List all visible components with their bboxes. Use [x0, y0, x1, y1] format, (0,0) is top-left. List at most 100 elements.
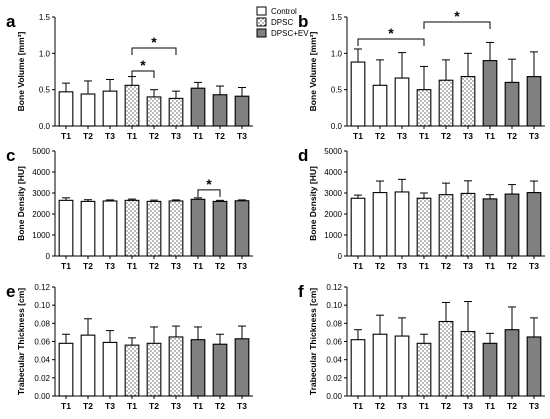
legend-swatch	[256, 28, 267, 38]
significance-star: *	[140, 57, 146, 73]
panel-f: f 0.00 0.02 0.04 0.06 0.08 0.10 0.12 Trabecular …	[298, 282, 545, 411]
bar	[350, 61, 366, 127]
y-tick-label: 1000	[324, 231, 342, 240]
y-tick-label: 4000	[324, 168, 342, 177]
y-tick-label: 3000	[324, 189, 342, 198]
panel-letter: d	[298, 146, 308, 165]
bar	[460, 192, 476, 257]
panel-d: d 0 1000 2000 3000 4000 5000 Bone Density [HU] T…	[298, 146, 545, 271]
bar	[394, 191, 410, 257]
y-tick-label: 0.10	[34, 301, 50, 310]
bar	[482, 198, 498, 257]
y-tick-label: 1.0	[39, 49, 51, 58]
y-tick-label: 1.5	[331, 13, 343, 22]
bar	[460, 330, 476, 397]
y-tick-label: 2000	[32, 210, 50, 219]
significance-star: *	[388, 25, 394, 41]
bar	[168, 200, 184, 257]
bar	[526, 192, 542, 257]
legend-label: DPSC+EV	[271, 29, 309, 38]
y-tick-label: 0.04	[34, 356, 50, 365]
bar	[212, 94, 228, 127]
x-tick-label: T3	[463, 261, 473, 271]
y-axis-label: Trabecular Thickness [cm]	[308, 288, 318, 395]
y-axis-label: Bone Volume [mm³]	[16, 32, 26, 112]
x-tick-label: T3	[171, 401, 181, 411]
bar	[212, 200, 228, 257]
bar	[190, 339, 206, 397]
bar	[482, 342, 498, 397]
y-tick-label: 0.5	[39, 86, 51, 95]
significance-bracket	[357, 38, 425, 46]
y-tick-label: 2000	[324, 210, 342, 219]
significance-star: *	[206, 176, 212, 192]
panel-letter: a	[6, 12, 16, 31]
bar	[350, 197, 366, 257]
bar	[234, 338, 250, 397]
y-tick-label: 1.0	[331, 49, 343, 58]
x-tick-label: T1	[193, 261, 203, 271]
y-tick-label: 0	[46, 252, 51, 261]
y-tick-label: 5000	[324, 147, 342, 156]
x-tick-label: T1	[61, 131, 71, 141]
x-tick-label: T2	[215, 261, 225, 271]
panel-letter: c	[6, 146, 15, 165]
y-axis-label: Trabecular Thickness [cm]	[16, 288, 26, 395]
bar	[372, 333, 388, 397]
bar	[102, 341, 118, 397]
x-tick-label: T1	[193, 401, 203, 411]
bar	[526, 76, 542, 127]
bar	[372, 192, 388, 257]
y-tick-label: 0.06	[34, 338, 50, 347]
bar	[504, 193, 520, 257]
x-tick-label: T2	[507, 131, 517, 141]
bar	[80, 334, 96, 397]
bar	[504, 329, 520, 397]
bar	[124, 344, 140, 397]
x-tick-label: T3	[171, 261, 181, 271]
x-tick-label: T1	[353, 261, 363, 271]
bar	[146, 200, 162, 257]
bar	[124, 199, 140, 257]
x-tick-label: T1	[419, 131, 429, 141]
y-tick-label: 0	[338, 252, 343, 261]
x-tick-label: T3	[463, 401, 473, 411]
bar	[372, 84, 388, 127]
bar	[438, 194, 454, 257]
x-tick-label: T1	[419, 401, 429, 411]
bar	[212, 343, 228, 397]
y-tick-label: 1000	[32, 231, 50, 240]
x-tick-label: T3	[529, 261, 539, 271]
y-tick-label: 0.12	[34, 283, 50, 292]
x-tick-label: T2	[83, 131, 93, 141]
x-tick-label: T3	[105, 261, 115, 271]
x-tick-label: T3	[529, 401, 539, 411]
x-tick-label: T3	[105, 131, 115, 141]
bar	[190, 87, 206, 127]
bar	[504, 81, 520, 127]
significance-bracket	[197, 189, 221, 197]
x-tick-label: T3	[397, 401, 407, 411]
bar	[124, 84, 140, 127]
significance-bracket	[131, 47, 177, 55]
bar	[58, 91, 74, 127]
y-axis-label: Bone Density [HU]	[16, 166, 26, 241]
x-tick-label: T3	[397, 261, 407, 271]
x-tick-label: T3	[237, 401, 247, 411]
bar	[482, 60, 498, 127]
bar	[394, 77, 410, 127]
x-tick-label: T2	[149, 401, 159, 411]
x-tick-label: T2	[149, 261, 159, 271]
x-tick-label: T2	[215, 401, 225, 411]
x-tick-label: T3	[463, 131, 473, 141]
x-tick-label: T1	[61, 401, 71, 411]
panel-a: a 0.0 0.5 1.0 1.5 Bone Volume [mm³] T1 T2 T3 T1 T2…	[6, 12, 253, 141]
y-tick-label: 0.0	[331, 122, 343, 131]
x-tick-label: T1	[193, 131, 203, 141]
x-tick-label: T3	[529, 131, 539, 141]
bar	[80, 200, 96, 257]
x-tick-label: T1	[127, 401, 137, 411]
y-axis-label: Bone Volume [mm³]	[308, 32, 318, 112]
bar	[234, 95, 250, 127]
